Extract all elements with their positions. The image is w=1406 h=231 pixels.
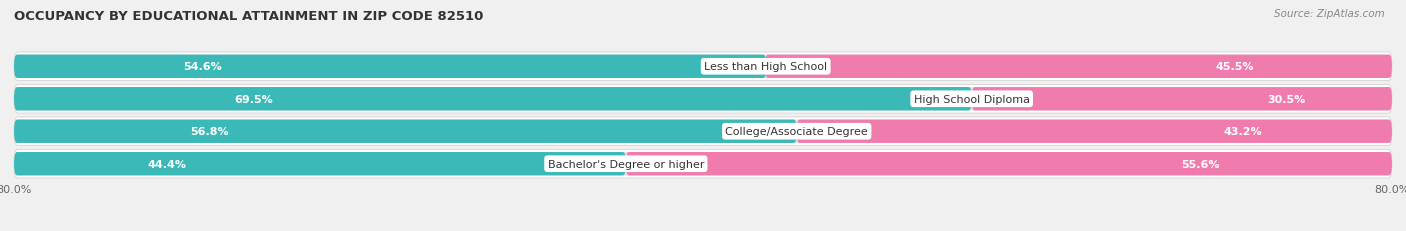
- FancyBboxPatch shape: [14, 152, 1392, 176]
- FancyBboxPatch shape: [14, 88, 1392, 111]
- FancyBboxPatch shape: [14, 55, 766, 79]
- FancyBboxPatch shape: [14, 120, 797, 143]
- Text: 44.4%: 44.4%: [148, 159, 187, 169]
- Text: College/Associate Degree: College/Associate Degree: [725, 127, 868, 137]
- FancyBboxPatch shape: [14, 55, 1392, 79]
- FancyBboxPatch shape: [14, 120, 1392, 143]
- Text: Less than High School: Less than High School: [704, 62, 827, 72]
- Text: 56.8%: 56.8%: [190, 127, 229, 137]
- FancyBboxPatch shape: [14, 88, 972, 111]
- Text: Source: ZipAtlas.com: Source: ZipAtlas.com: [1274, 9, 1385, 19]
- FancyBboxPatch shape: [626, 152, 1392, 176]
- FancyBboxPatch shape: [14, 152, 626, 176]
- Text: High School Diploma: High School Diploma: [914, 94, 1029, 104]
- Text: 69.5%: 69.5%: [233, 94, 273, 104]
- FancyBboxPatch shape: [14, 53, 1392, 81]
- FancyBboxPatch shape: [14, 150, 1392, 178]
- Text: 30.5%: 30.5%: [1268, 94, 1306, 104]
- FancyBboxPatch shape: [972, 88, 1392, 111]
- Text: 55.6%: 55.6%: [1181, 159, 1219, 169]
- Text: 45.5%: 45.5%: [1216, 62, 1254, 72]
- Text: 54.6%: 54.6%: [183, 62, 222, 72]
- Text: 43.2%: 43.2%: [1223, 127, 1263, 137]
- Text: Bachelor's Degree or higher: Bachelor's Degree or higher: [547, 159, 704, 169]
- Text: OCCUPANCY BY EDUCATIONAL ATTAINMENT IN ZIP CODE 82510: OCCUPANCY BY EDUCATIONAL ATTAINMENT IN Z…: [14, 10, 484, 23]
- FancyBboxPatch shape: [14, 117, 1392, 146]
- FancyBboxPatch shape: [765, 55, 1392, 79]
- FancyBboxPatch shape: [797, 120, 1392, 143]
- FancyBboxPatch shape: [14, 85, 1392, 114]
